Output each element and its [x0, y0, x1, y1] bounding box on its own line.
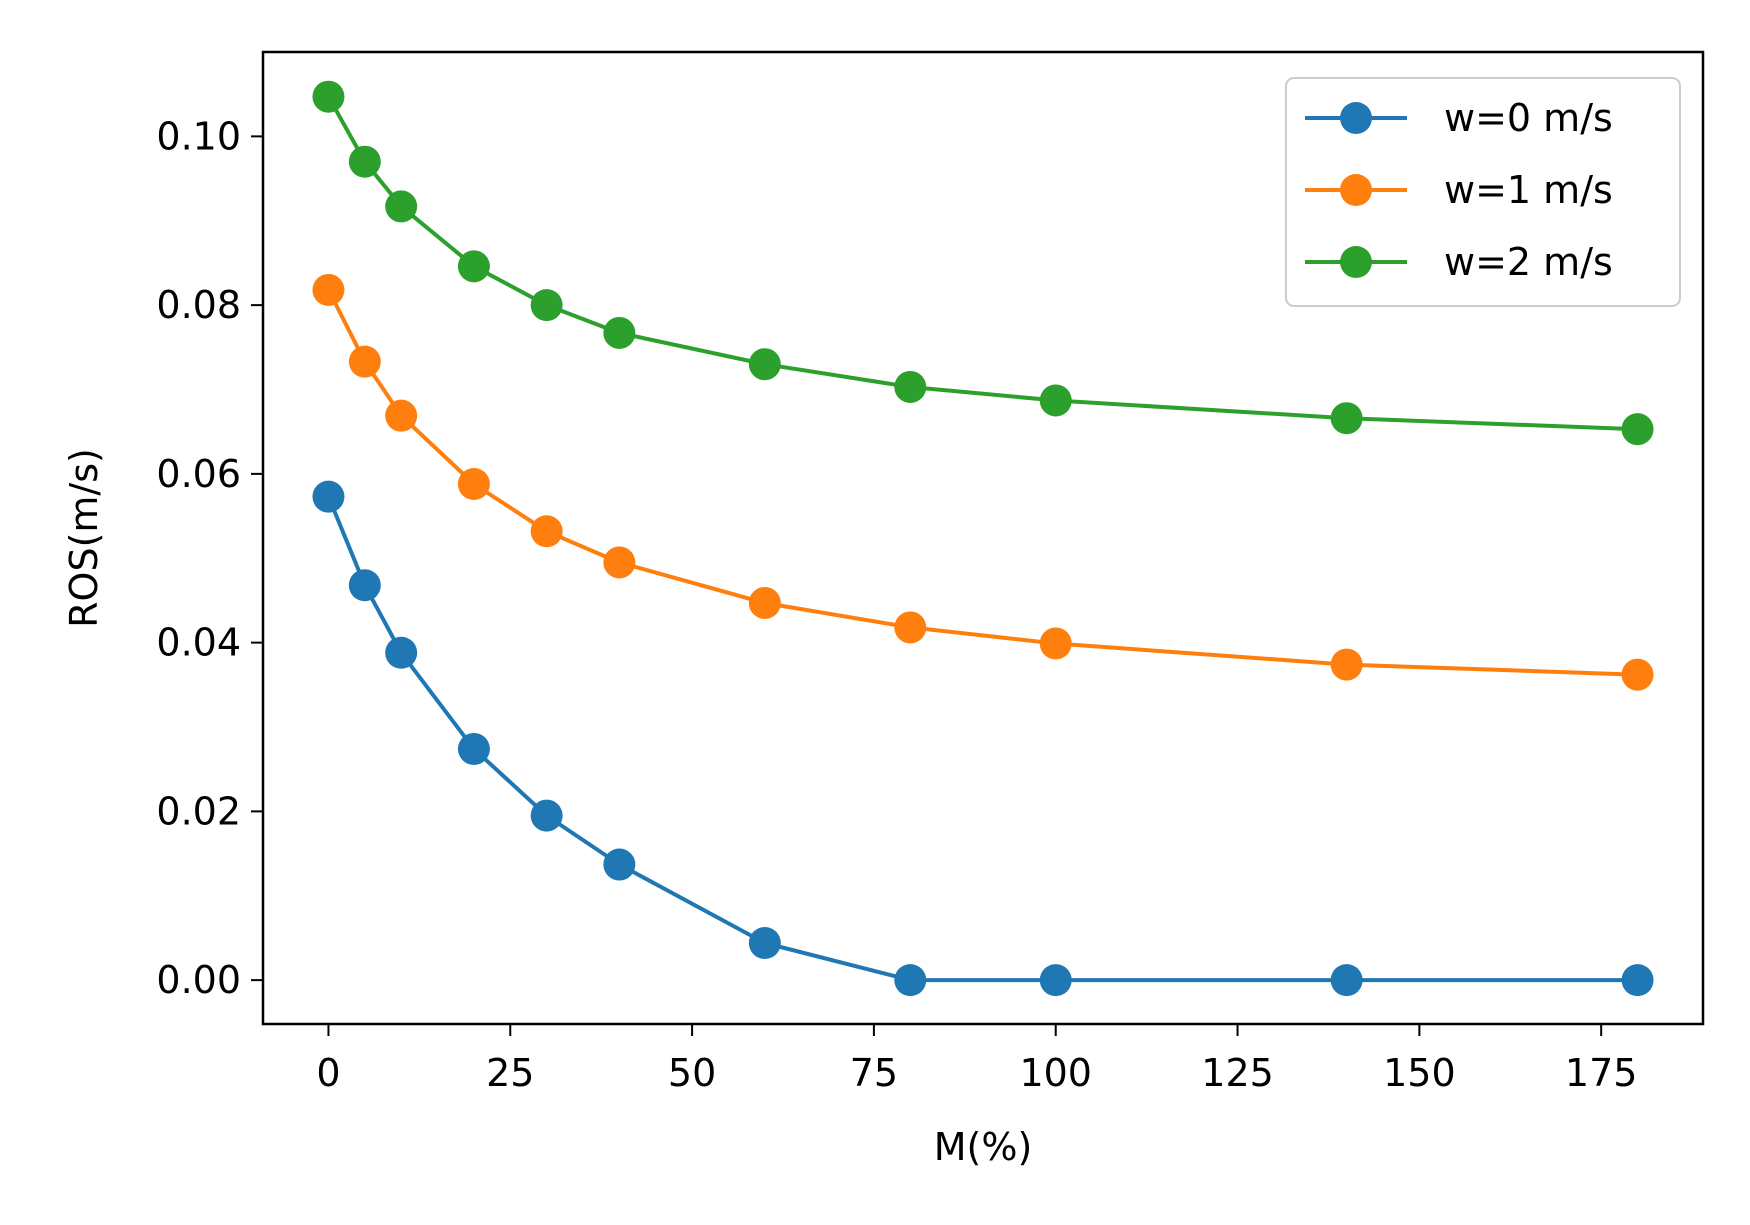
data-point [1621, 413, 1654, 446]
data-point [348, 569, 381, 602]
data-point [1621, 964, 1654, 997]
legend-entry-w0: w=0 m/s [1305, 96, 1613, 140]
data-point [603, 546, 636, 579]
data-point [1621, 658, 1654, 691]
data-point [894, 370, 927, 403]
data-point [530, 515, 563, 548]
data-point [385, 190, 418, 223]
data-point [530, 799, 563, 832]
x-tick-label: 0 [316, 1051, 340, 1095]
data-point [748, 927, 781, 959]
data-point [385, 636, 418, 669]
data-point [385, 399, 418, 432]
data-point [603, 848, 636, 881]
plot-frame [261, 50, 1705, 1026]
y-tick-label: 0.04 [156, 621, 241, 665]
series-layer [312, 80, 1654, 997]
x-tick-label: 75 [850, 1051, 898, 1095]
legend: w=0 m/s w=1 m/s w=2 m/s [1285, 77, 1681, 307]
x-tick-label: 100 [1019, 1051, 1092, 1095]
legend-label-w1: w=1 m/s [1444, 168, 1613, 212]
x-tick-label: 125 [1201, 1051, 1274, 1095]
legend-label-w2: w=2 m/s [1444, 240, 1613, 284]
data-point [1039, 964, 1072, 997]
ticks-layer: 0 25 50 75 100 125 150 175 0.00 0.02 0.04 0.06 0.08 0… [156, 114, 1637, 1095]
legend-entry-w2: w=2 m/s [1305, 240, 1613, 284]
legend-frame [1285, 77, 1681, 307]
legend-marker-w2 [1340, 246, 1372, 278]
legend-marker-w0 [1340, 102, 1372, 134]
data-point [1330, 402, 1363, 435]
data-point [348, 145, 381, 178]
data-point [457, 250, 490, 283]
y-tick-label: 0.06 [156, 452, 241, 496]
data-point [312, 80, 345, 113]
data-point [1330, 648, 1363, 681]
legend-marker-w1 [1340, 174, 1372, 206]
legend-entry-w1: w=1 m/s [1305, 168, 1613, 212]
data-point [1039, 627, 1072, 660]
data-point [457, 468, 490, 500]
y-tick-label: 0.02 [156, 789, 241, 833]
x-tick-label: 150 [1383, 1051, 1456, 1095]
y-tick-label: 0.00 [156, 958, 241, 1002]
series-0 [312, 480, 1654, 997]
data-point [530, 289, 563, 322]
x-tick-label: 175 [1565, 1051, 1638, 1095]
data-point [894, 611, 927, 644]
data-point [312, 480, 345, 513]
legend-label-w0: w=0 m/s [1444, 96, 1613, 140]
y-axis-label: ROS(m/s) [62, 448, 106, 628]
y-tick-label: 0.08 [156, 283, 241, 327]
x-tick-label: 50 [668, 1051, 716, 1095]
data-point [1039, 384, 1072, 417]
data-point [348, 345, 381, 378]
data-point [603, 316, 636, 349]
data-point [748, 586, 781, 619]
x-axis-label: M(%) [934, 1125, 1033, 1169]
data-point [312, 273, 345, 306]
data-point [1330, 964, 1363, 997]
data-point [894, 964, 927, 997]
data-point [748, 348, 781, 381]
x-tick-label: 25 [486, 1051, 534, 1095]
y-tick-label: 0.10 [156, 114, 241, 158]
series-2 [312, 80, 1654, 446]
series-1 [312, 273, 1654, 691]
data-point [457, 732, 490, 765]
